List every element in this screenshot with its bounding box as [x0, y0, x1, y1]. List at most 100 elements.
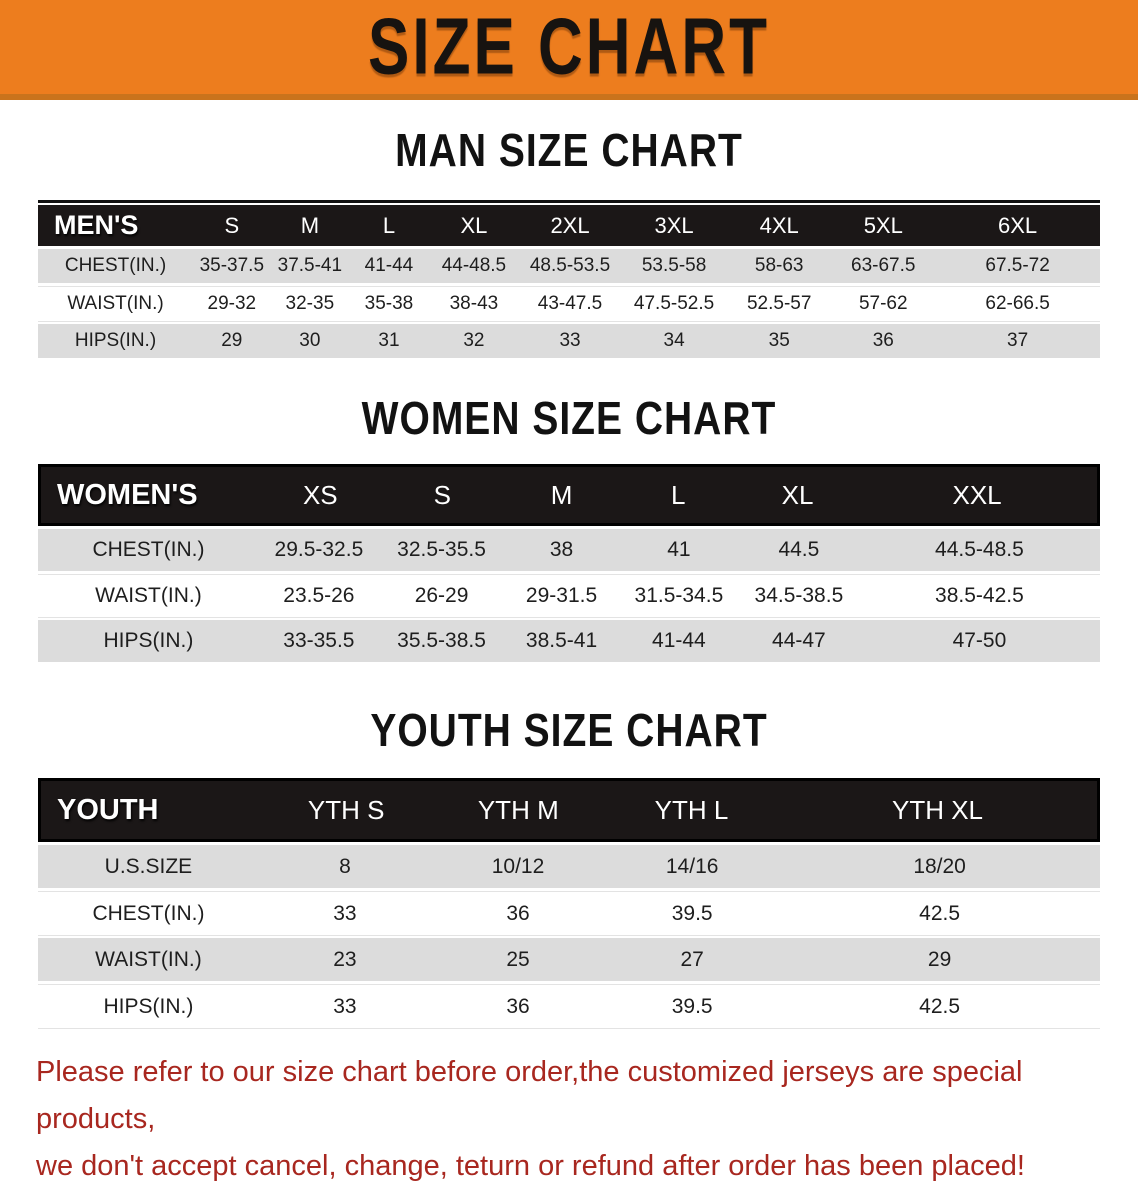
section-heading-youth: YOUTH SIZE CHART — [370, 706, 768, 757]
table-top-border — [38, 200, 1100, 203]
corner-label: YOUTH — [57, 793, 159, 826]
size-chart-sections: MAN SIZE CHART MEN'S S M L XL 2XL 3XL 4XL 5XL 6XL C… — [0, 126, 1138, 1029]
table-row: HIPS(IN.) 33 36 39.5 42.5 — [38, 984, 1100, 1029]
table-header-row: YOUTH YTH S YTH M YTH L YTH XL — [38, 778, 1100, 842]
table-row: U.S.SIZE 8 10/12 14/16 18/20 — [38, 845, 1100, 888]
cell-value: 37.5-41 — [277, 255, 343, 276]
cell-value: 52.5-57 — [746, 293, 812, 314]
column-header: 6XL — [998, 212, 1038, 238]
cell-value: 34.5-38.5 — [754, 584, 844, 607]
cell-value: 26-29 — [414, 584, 469, 607]
cell-value: 35.5-38.5 — [397, 629, 486, 652]
cell-value: 33 — [333, 901, 357, 925]
cell-value: 36 — [872, 330, 894, 351]
row-label: CHEST(IN.) — [92, 538, 205, 561]
disclaimer: Please refer to our size chart before or… — [36, 1049, 1108, 1190]
table-row: CHEST(IN.) 29.5-32.5 32.5-35.5 38 41 44.5 44.5… — [38, 529, 1100, 571]
column-header: 4XL — [759, 212, 799, 238]
cell-value: 32 — [463, 330, 485, 351]
cell-value: 38 — [549, 538, 574, 561]
content: MAN SIZE CHART MEN'S S M L XL 2XL 3XL 4XL 5XL 6XL C… — [0, 126, 1138, 1190]
corner-label: WOMEN'S — [57, 478, 198, 511]
cell-value: 10/12 — [491, 854, 545, 878]
cell-value: 35-37.5 — [199, 255, 265, 276]
cell-value: 44.5-48.5 — [935, 538, 1024, 561]
column-header: M — [550, 479, 573, 510]
table-row: WAIST(IN.) 23.5-26 26-29 29-31.5 31.5-34.5 34… — [38, 574, 1100, 618]
cell-value: 29-32 — [207, 293, 257, 314]
cell-value: 23 — [333, 947, 357, 971]
column-header: S — [433, 479, 451, 510]
cell-value: 27 — [680, 947, 704, 971]
section-heading-women: WOMEN SIZE CHART — [361, 394, 777, 445]
cell-value: 38.5-41 — [525, 629, 598, 652]
page-title: SIZE CHART — [368, 2, 770, 92]
cell-value: 42.5 — [919, 994, 961, 1018]
table-row: HIPS(IN.) 33-35.5 35.5-38.5 38.5-41 41-44 44-… — [38, 620, 1100, 662]
section-youth: YOUTH SIZE CHART YOUTH YTH S YTH M YTH L YTH … — [0, 706, 1138, 1029]
cell-value: 36 — [506, 901, 530, 925]
column-header: 2XL — [550, 212, 590, 238]
cell-value: 53.5-58 — [641, 255, 707, 276]
cell-value: 18/20 — [913, 854, 966, 878]
cell-value: 43-47.5 — [537, 293, 603, 314]
cell-value: 35 — [768, 330, 790, 351]
cell-value: 32-35 — [285, 293, 335, 314]
cell-value: 23.5-26 — [283, 584, 355, 607]
column-header: M — [300, 212, 320, 238]
column-header: 5XL — [863, 212, 903, 238]
row-label: HIPS(IN.) — [103, 629, 194, 652]
cell-value: 31 — [378, 330, 400, 351]
column-header: L — [382, 212, 396, 238]
cell-value: 37 — [1007, 330, 1029, 351]
cell-value: 33-35.5 — [283, 629, 355, 652]
cell-value: 44-47 — [772, 629, 826, 652]
cell-value: 25 — [506, 947, 530, 971]
cell-value: 33 — [333, 994, 357, 1018]
table-row: WAIST(IN.) 23 25 27 29 — [38, 938, 1100, 981]
cell-value: 29 — [221, 330, 243, 351]
banner: SIZE CHART — [0, 0, 1138, 100]
cell-value: 58-63 — [754, 255, 804, 276]
table-header-row: WOMEN'S XS S M L XL XXL — [38, 464, 1100, 526]
cell-value: 39.5 — [671, 901, 713, 925]
row-label: U.S.SIZE — [104, 854, 193, 878]
cell-value: 34 — [663, 330, 685, 351]
column-header: XXL — [952, 479, 1002, 510]
cell-value: 41-44 — [652, 629, 706, 652]
cell-value: 29-31.5 — [525, 584, 598, 607]
row-label: WAIST(IN.) — [95, 947, 202, 971]
cell-value: 42.5 — [919, 901, 961, 925]
cell-value: 48.5-53.5 — [529, 255, 611, 276]
cell-value: 38.5-42.5 — [935, 584, 1024, 607]
cell-value: 39.5 — [671, 994, 713, 1018]
corner-label: MEN'S — [54, 210, 139, 240]
row-label: HIPS(IN.) — [74, 330, 157, 351]
table-row: CHEST(IN.) 33 36 39.5 42.5 — [38, 891, 1100, 936]
section-women: WOMEN SIZE CHART WOMEN'S XS S M L XL XXL CHEST(I… — [0, 394, 1138, 662]
column-header: L — [671, 479, 686, 510]
cell-value: 35-38 — [364, 293, 414, 314]
column-header: YTH S — [307, 794, 385, 825]
cell-value: 30 — [299, 330, 321, 351]
cell-value: 36 — [506, 994, 530, 1018]
cell-value: 38-43 — [449, 293, 499, 314]
row-label: HIPS(IN.) — [103, 994, 194, 1018]
disclaimer-line2: we don't accept cancel, change, teturn o… — [36, 1150, 1025, 1182]
column-header: XS — [302, 479, 338, 510]
column-header: YTH XL — [891, 794, 984, 825]
cell-value: 44-48.5 — [441, 255, 507, 276]
table-header-row: MEN'S S M L XL 2XL 3XL 4XL 5XL 6XL — [38, 205, 1100, 246]
section-heading-men: MAN SIZE CHART — [395, 126, 743, 177]
row-label: WAIST(IN.) — [95, 584, 202, 607]
section-men: MAN SIZE CHART MEN'S S M L XL 2XL 3XL 4XL 5XL 6XL C… — [0, 126, 1138, 358]
cell-value: 63-67.5 — [851, 255, 916, 276]
size-table-youth: YOUTH YTH S YTH M YTH L YTH XL U.S.SIZE 8 10/12… — [38, 778, 1100, 1029]
row-label: CHEST(IN.) — [64, 255, 167, 276]
table-row: CHEST(IN.) 35-37.5 37.5-41 41-44 44-48.5 48.5… — [38, 249, 1100, 283]
cell-value: 31.5-34.5 — [634, 584, 724, 607]
column-header: 3XL — [654, 212, 694, 238]
cell-value: 44.5 — [778, 538, 820, 561]
cell-value: 41-44 — [364, 255, 414, 276]
